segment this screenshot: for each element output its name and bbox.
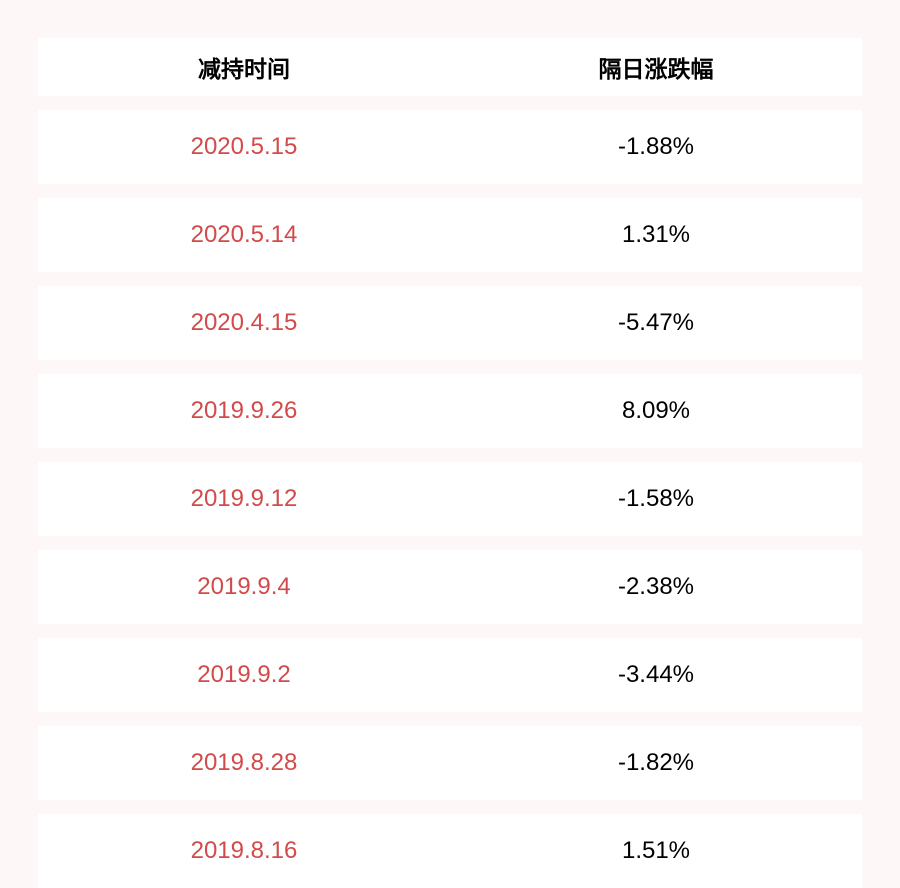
value-cell: -1.82%: [450, 749, 862, 777]
table-header-row: 减持时间 隔日涨跌幅: [38, 38, 862, 96]
date-cell: 2020.5.15: [38, 133, 450, 161]
table-row: 2020.5.15 -1.88%: [38, 110, 862, 184]
date-cell: 2019.8.16: [38, 837, 450, 865]
date-cell: 2019.8.28: [38, 749, 450, 777]
date-cell: 2020.5.14: [38, 221, 450, 249]
column-header-date: 减持时间: [38, 50, 450, 84]
value-cell: -3.44%: [450, 661, 862, 689]
table-row: 2019.8.16 1.51%: [38, 814, 862, 888]
date-cell: 2019.9.26: [38, 397, 450, 425]
column-header-value: 隔日涨跌幅: [450, 50, 862, 84]
table-row: 2019.9.2 -3.44%: [38, 638, 862, 712]
table-row: 2020.4.15 -5.47%: [38, 286, 862, 360]
data-table: 减持时间 隔日涨跌幅 2020.5.15 -1.88% 2020.5.14 1.…: [38, 38, 862, 888]
table-row: 2019.9.26 8.09%: [38, 374, 862, 448]
date-cell: 2019.9.12: [38, 485, 450, 513]
value-cell: -1.88%: [450, 133, 862, 161]
date-cell: 2019.9.2: [38, 661, 450, 689]
table-row: 2019.9.12 -1.58%: [38, 462, 862, 536]
table-row: 2019.8.28 -1.82%: [38, 726, 862, 800]
table-row: 2019.9.4 -2.38%: [38, 550, 862, 624]
value-cell: -5.47%: [450, 309, 862, 337]
date-cell: 2019.9.4: [38, 573, 450, 601]
value-cell: -1.58%: [450, 485, 862, 513]
value-cell: 1.31%: [450, 221, 862, 249]
value-cell: -2.38%: [450, 573, 862, 601]
value-cell: 1.51%: [450, 837, 862, 865]
date-cell: 2020.4.15: [38, 309, 450, 337]
value-cell: 8.09%: [450, 397, 862, 425]
table-row: 2020.5.14 1.31%: [38, 198, 862, 272]
